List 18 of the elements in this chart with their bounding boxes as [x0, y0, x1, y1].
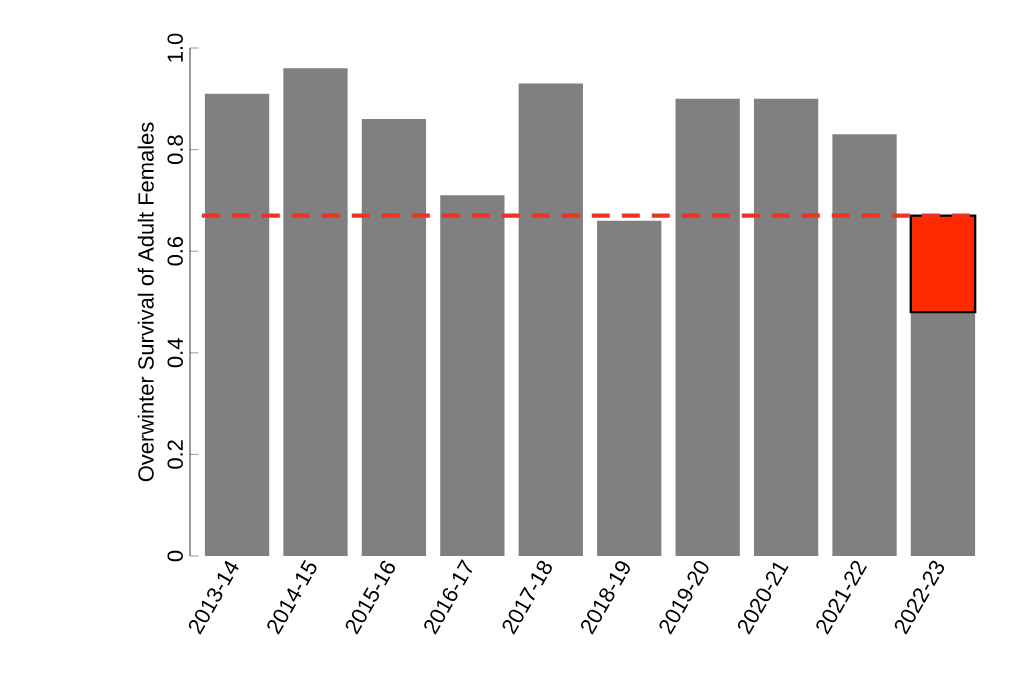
- bar: [910, 312, 976, 556]
- bar: [832, 134, 897, 556]
- bar: [518, 83, 583, 556]
- bar: [361, 119, 427, 556]
- bar: [204, 93, 270, 556]
- y-tick-label: 0.6: [167, 236, 183, 266]
- bar: [283, 68, 348, 556]
- bar: [440, 195, 505, 556]
- bar: [597, 220, 662, 556]
- bar: [675, 98, 740, 556]
- y-tick-label: 0.4: [167, 338, 183, 368]
- bar: [753, 98, 819, 556]
- y-tick-label: 0.8: [167, 135, 183, 164]
- y-tick-label: 0: [167, 550, 183, 562]
- y-tick-label: 1.0: [167, 33, 183, 62]
- y-axis-title: Overwinter Survival of Adult Females: [137, 122, 154, 482]
- bar: [909, 214, 977, 314]
- y-tick-label: 0.2: [167, 440, 183, 469]
